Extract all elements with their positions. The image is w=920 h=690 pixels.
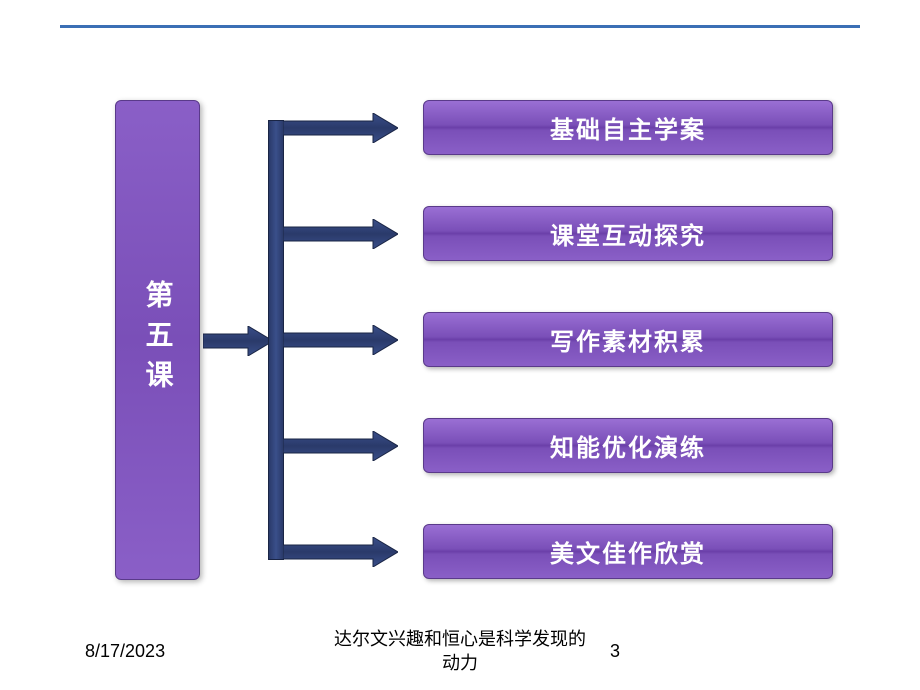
branch-row: 美文佳作欣赏 <box>283 524 833 579</box>
item-box: 知能优化演练 <box>423 418 833 473</box>
vertical-connector <box>268 120 284 560</box>
item-label: 基础自主学案 <box>550 110 706 145</box>
item-box: 写作素材积累 <box>423 312 833 367</box>
main-box: 第五课 <box>115 100 200 580</box>
diagram-container: 第五课 基础自主学案 课堂互动探究 <box>115 100 815 580</box>
item-box: 课堂互动探究 <box>423 206 833 261</box>
item-label: 知能优化演练 <box>550 428 706 463</box>
footer-date: 8/17/2023 <box>85 641 165 662</box>
item-label: 课堂互动探究 <box>550 216 706 251</box>
footer-page-number: 3 <box>610 641 620 662</box>
item-label: 美文佳作欣赏 <box>550 534 706 569</box>
branch-arrow-icon <box>283 325 398 355</box>
main-arrow-icon <box>203 326 273 356</box>
branch-row: 写作素材积累 <box>283 312 833 367</box>
branch-arrow-icon <box>283 431 398 461</box>
footer-title: 达尔文兴趣和恒心是科学发现的动力 <box>330 628 590 675</box>
item-box: 基础自主学案 <box>423 100 833 155</box>
item-label: 写作素材积累 <box>550 322 706 357</box>
top-divider <box>60 25 860 28</box>
branch-row: 知能优化演练 <box>283 418 833 473</box>
branch-arrow-icon <box>283 537 398 567</box>
item-box: 美文佳作欣赏 <box>423 524 833 579</box>
main-box-label: 第五课 <box>138 280 178 400</box>
branch-arrow-icon <box>283 113 398 143</box>
branch-row: 课堂互动探究 <box>283 206 833 261</box>
branch-row: 基础自主学案 <box>283 100 833 155</box>
branch-arrow-icon <box>283 219 398 249</box>
